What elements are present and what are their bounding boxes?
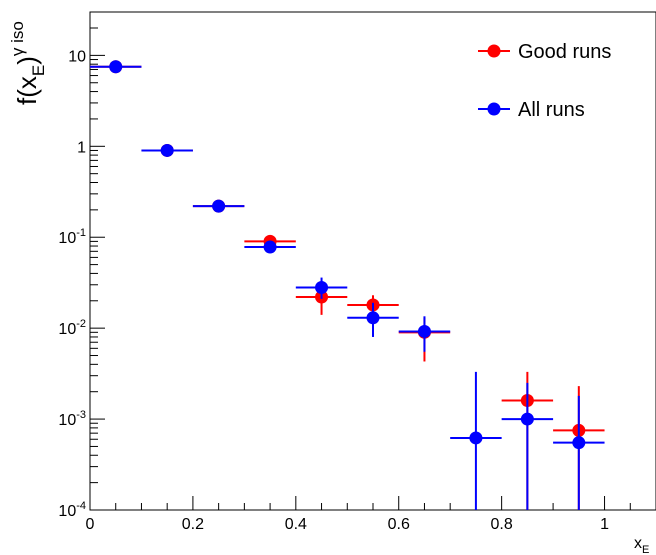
y-tick-label: 10-2 xyxy=(58,318,86,338)
y-axis: 10-4 10-3 10-2 10-1 1 10 xyxy=(58,11,105,520)
legend: Good runs All runs xyxy=(478,41,611,121)
data-point xyxy=(212,199,226,213)
x-tick-label: 1 xyxy=(600,516,609,533)
data-point xyxy=(572,436,586,450)
y-tick-label: 10 xyxy=(68,48,86,65)
legend-label: Good runs xyxy=(518,41,611,63)
legend-entry: All runs xyxy=(478,99,585,121)
data-point xyxy=(469,431,483,445)
x-axis: 0 0.2 0.4 0.6 0.8 1 xyxy=(86,496,656,533)
x-axis-title: xE xyxy=(634,535,649,555)
data-point xyxy=(520,412,534,426)
series-layer xyxy=(90,60,605,510)
y-tick-label: 10-1 xyxy=(58,227,86,247)
legend-marker xyxy=(487,102,501,116)
data-point xyxy=(263,240,277,254)
x-tick-label: 0 xyxy=(86,516,95,533)
y-axis-title: f(xE)γ iso xyxy=(8,21,48,105)
legend-entry: Good runs xyxy=(478,41,611,63)
data-point xyxy=(366,311,380,325)
y-tick-label: 10-3 xyxy=(58,409,86,429)
x-tick-label: 0.4 xyxy=(285,516,307,533)
plot-frame xyxy=(89,11,656,511)
data-point xyxy=(160,143,174,157)
y-tick-label: 10-4 xyxy=(58,500,86,520)
data-point xyxy=(417,324,431,338)
data-point xyxy=(109,60,123,74)
legend-label: All runs xyxy=(518,99,585,121)
data-point xyxy=(315,280,329,294)
x-tick-label: 0.6 xyxy=(388,516,410,533)
x-tick-label: 0.8 xyxy=(491,516,513,533)
x-tick-label: 0.2 xyxy=(182,516,204,533)
legend-marker xyxy=(487,44,501,58)
y-tick-label: 1 xyxy=(77,139,86,156)
series-all-runs xyxy=(90,60,605,510)
